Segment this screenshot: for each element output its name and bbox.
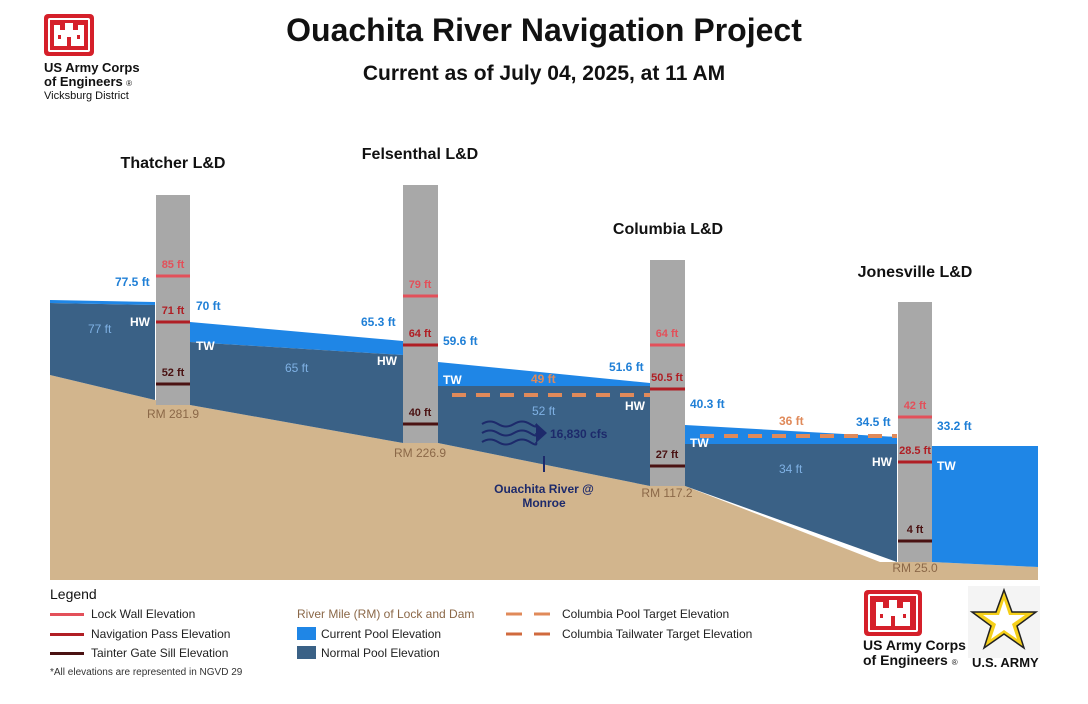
jonesville-tw-label: TW <box>937 459 956 473</box>
felsenthal-columbia-normal <box>438 386 650 486</box>
riverbed-terrain <box>50 375 1038 580</box>
thatcher-river-mile: RM 281.9 <box>147 407 199 421</box>
legend-river-mile-label: River Mile (RM) of Lock and Dam <box>297 607 475 621</box>
thatcher-normal-pool-label: 77 ft <box>88 322 112 336</box>
bottom-logo-line2: of Engineers <box>863 652 948 668</box>
legend-pool-target-swatch <box>506 612 554 616</box>
legend-normal-pool-label: Normal Pool Elevation <box>321 646 440 660</box>
bottom-registered-mark: ® <box>951 658 958 667</box>
page-title: Ouachita River Navigation Project <box>286 12 802 48</box>
columbia-hw-label: HW <box>625 399 646 413</box>
columbia-jonesville-normal-label: 34 ft <box>779 462 803 476</box>
felsenthal-lock-wall-label: 79 ft <box>409 279 432 291</box>
legend-sill-swatch <box>50 652 84 655</box>
legend-tailwater-target-label: Columbia Tailwater Target Elevation <box>562 627 753 641</box>
jonesville-name: Jonesville L&D <box>858 264 973 281</box>
jonesville-pillar <box>898 302 932 562</box>
columbia-tw-current: 40.3 ft <box>690 397 725 411</box>
jonesville-river-mile: RM 25.0 <box>892 561 938 575</box>
jonesville-tailwater-current <box>932 446 1038 567</box>
thatcher-hw-label: HW <box>130 315 151 329</box>
legend-normal-pool-swatch <box>297 646 316 659</box>
legend-current-pool-swatch <box>297 627 316 640</box>
flow-arrows-icon <box>481 420 547 446</box>
thatcher-tw-label: TW <box>196 339 215 353</box>
jonesville-hw-label: HW <box>872 455 893 469</box>
jonesville-lock-wall-label: 42 ft <box>904 400 927 412</box>
felsenthal-hw-current: 65.3 ft <box>361 315 396 329</box>
thatcher-lock-wall-label: 85 ft <box>162 259 185 271</box>
felsenthal-hw-label: HW <box>377 354 398 368</box>
felsenthal-nav-pass-label: 64 ft <box>409 328 432 340</box>
gauge-name-line1: Ouachita River @ <box>494 482 594 496</box>
thatcher-sill-label: 52 ft <box>162 367 185 379</box>
columbia-sill-label: 27 ft <box>656 449 679 461</box>
footnote: *All elevations are represented in NGVD … <box>50 667 243 678</box>
felsenthal-tw-current: 59.6 ft <box>443 334 478 348</box>
flow-value: 16,830 cfs <box>550 427 608 441</box>
usace-logo-text-bottom: US Army Corps of Engineers ® <box>863 638 966 670</box>
gauge-name-line2: Monroe <box>522 496 566 510</box>
thatcher-felsenthal-normal-label: 65 ft <box>285 361 309 375</box>
felsenthal-river-mile: RM 226.9 <box>394 446 446 460</box>
thatcher-tw-current: 70 ft <box>196 299 221 313</box>
columbia-name: Columbia L&D <box>613 221 723 238</box>
felsenthal-sill-label: 40 ft <box>409 407 432 419</box>
thatcher-headwater-current <box>50 300 155 305</box>
thatcher-headwater-normal <box>50 303 155 400</box>
legend-lock-wall-swatch <box>50 613 84 616</box>
thatcher-name: Thatcher L&D <box>121 155 226 172</box>
usace-castle-icon <box>44 14 94 56</box>
columbia-pillar <box>650 260 685 486</box>
columbia-tw-label: TW <box>690 436 709 450</box>
thatcher-nav-pass-label: 71 ft <box>162 305 185 317</box>
registered-mark: ® <box>126 79 132 88</box>
columbia-nav-pass-label: 50.5 ft <box>651 372 683 384</box>
legend-nav-pass-swatch <box>50 633 84 636</box>
legend-current-pool-label: Current Pool Elevation <box>321 627 442 641</box>
jonesville-nav-pass-label: 28.5 ft <box>899 445 931 457</box>
army-star-icon <box>968 586 1040 658</box>
columbia-jonesville-normal <box>685 444 897 562</box>
logo-line1: US Army Corps <box>44 60 140 75</box>
thatcher-hw-current: 77.5 ft <box>115 275 150 289</box>
logo-district: Vicksburg District <box>44 90 129 102</box>
thatcher-felsenthal-current <box>190 322 403 355</box>
jonesville-hw-current: 34.5 ft <box>856 415 891 429</box>
felsenthal-pillar <box>403 185 438 443</box>
legend-tailwater-target-swatch <box>506 632 554 636</box>
usace-castle-icon-bottom <box>864 590 922 636</box>
felsenthal-columbia-current <box>438 362 650 386</box>
usace-logo-text: US Army Corps of Engineers ® Vicksburg D… <box>44 61 140 103</box>
bottom-logo-line1: US Army Corps <box>863 637 966 653</box>
legend-sill-label: Tainter Gate Sill Elevation <box>91 646 229 660</box>
jonesville-sill-label: 4 ft <box>907 524 924 536</box>
columbia-hw-current: 51.6 ft <box>609 360 644 374</box>
thatcher-pillar <box>156 195 190 405</box>
felsenthal-name: Felsenthal L&D <box>362 146 478 163</box>
army-text: U.S. ARMY <box>972 655 1039 670</box>
legend-nav-pass-label: Navigation Pass Elevation <box>91 627 231 641</box>
columbia-pool-target-label: 49 ft <box>531 372 556 386</box>
columbia-lock-wall-label: 64 ft <box>656 328 679 340</box>
legend-pool-target-label: Columbia Pool Target Elevation <box>562 607 730 621</box>
felsenthal-tw-label: TW <box>443 373 462 387</box>
legend-lock-wall-label: Lock Wall Elevation <box>91 607 196 621</box>
columbia-tailwater-target-label: 36 ft <box>779 414 804 428</box>
legend-title: Legend <box>50 586 97 602</box>
logo-line2: of Engineers <box>44 74 123 89</box>
thatcher-felsenthal-normal <box>190 342 403 443</box>
felsenthal-columbia-normal-label: 52 ft <box>532 404 556 418</box>
page-subtitle: Current as of July 04, 2025, at 11 AM <box>362 62 726 85</box>
jonesville-tw-current: 33.2 ft <box>937 419 972 433</box>
columbia-jonesville-current <box>685 425 897 444</box>
columbia-river-mile: RM 117.2 <box>641 486 692 500</box>
